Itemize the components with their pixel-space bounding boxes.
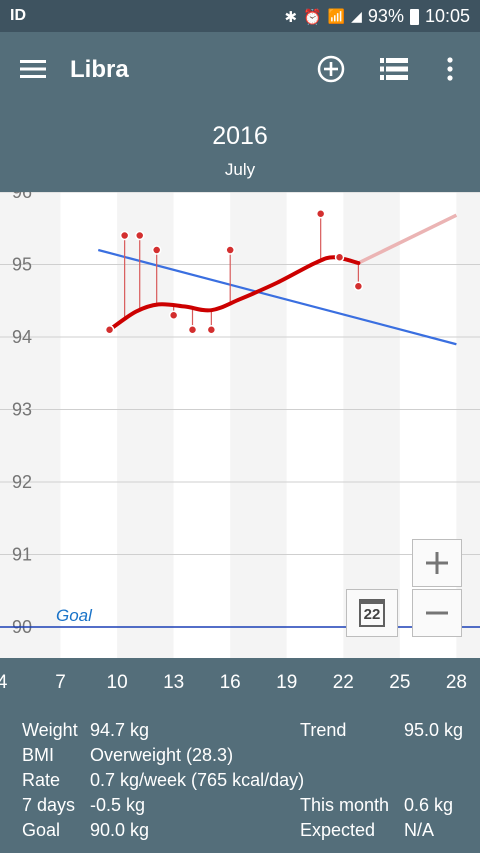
rate-label: Rate: [22, 770, 61, 790]
rate-value: 0.7 kg/week (765 kcal/day): [90, 770, 305, 790]
battery-icon: [409, 8, 419, 25]
x-tick-label: 10: [106, 672, 128, 693]
bmi-label: BMI: [22, 745, 55, 765]
x-tick-label: 4: [0, 672, 8, 693]
chart-band: [230, 192, 287, 658]
more-vert-icon[interactable]: [433, 52, 467, 86]
notification-icon: ID: [10, 7, 26, 24]
alarm-icon: ⏰: [303, 8, 322, 26]
x-tick-label: 22: [332, 672, 354, 693]
seven-days-value: -0.5 kg: [90, 795, 146, 815]
chart-band: [286, 192, 344, 658]
measurement-point: [334, 252, 345, 262]
battery-percent: 93%: [367, 6, 404, 26]
weight-label: Weight: [22, 720, 78, 740]
trend-value: 95.0 kg: [404, 720, 464, 740]
measurement-point: [104, 325, 115, 335]
y-tick-label: 92: [12, 472, 32, 492]
chart-band: [0, 192, 61, 658]
x-tick-label: 25: [389, 672, 411, 693]
seven-days-label: 7 days: [22, 795, 76, 815]
signal-icon: ◢: [351, 8, 362, 24]
clock: 10:05: [424, 6, 470, 26]
measurement-point: [225, 245, 235, 255]
measurement-point: [151, 245, 162, 255]
wifi-icon: 📶: [327, 8, 346, 24]
year-label: 2016: [212, 122, 268, 150]
x-tick-label: 28: [445, 672, 467, 693]
zoom-out-button[interactable]: [412, 589, 462, 637]
status-bar: ID ✱ ⏰ 📶 ◢ 93% 10:05: [0, 0, 480, 32]
calendar-day: 22: [363, 606, 381, 623]
weight-value: 94.7 kg: [90, 720, 150, 740]
x-tick-label: 13: [163, 672, 185, 693]
month-label: July: [224, 160, 256, 179]
measurement-point: [206, 325, 217, 335]
x-tick-label: 19: [276, 672, 298, 693]
this-month-label: This month: [300, 795, 390, 815]
stats-panel: Weight 94.7 kg Trend 95.0 kg BMI Overwei…: [0, 706, 480, 853]
x-axis: 4 7 10 13 16 19 22 25 28: [0, 658, 480, 706]
y-tick-label: 93: [12, 400, 32, 420]
y-tick-label: 91: [12, 545, 32, 565]
zoom-in-button[interactable]: [412, 539, 462, 587]
bluetooth-icon: ✱: [284, 8, 298, 26]
measurement-point: [187, 325, 198, 335]
y-tick-label: 94: [12, 327, 32, 347]
calendar-button[interactable]: 22: [346, 589, 398, 637]
period-header: 2016 July: [0, 106, 480, 192]
x-tick-label: 16: [219, 672, 241, 693]
status-icons: ✱ ⏰ 📶 ◢ 93% 10:05: [284, 6, 470, 27]
chart-band: [117, 192, 174, 658]
trend-line: [107, 255, 361, 332]
measurement-point: [168, 310, 179, 320]
chart-band: [456, 192, 480, 658]
list-icon[interactable]: [377, 52, 411, 86]
measurement-point: [119, 230, 130, 241]
bmi-value: Overweight (28.3): [90, 745, 234, 765]
x-tick-label: 7: [55, 672, 66, 693]
menu-icon[interactable]: [16, 52, 50, 86]
measurement-point: [315, 209, 326, 219]
trend-label: Trend: [300, 720, 347, 740]
expected-label: Expected: [300, 820, 376, 840]
y-tick-label: 95: [12, 255, 32, 275]
goal-label: Goal: [22, 820, 61, 840]
this-month-value: 0.6 kg: [404, 795, 454, 815]
weight-chart[interactable]: 96 95 94 93 92 91 90 Goal 22: [0, 192, 480, 658]
app-toolbar: Libra: [0, 32, 480, 106]
expected-value: N/A: [404, 820, 435, 840]
goal-value: 90.0 kg: [90, 820, 150, 840]
calendar-icon: 22: [359, 599, 385, 627]
trend-projection-line: [357, 213, 458, 265]
fit-line: [97, 248, 457, 346]
chart-band: [343, 192, 400, 658]
measurement-point: [134, 230, 145, 241]
y-tick-label: 96: [12, 192, 32, 202]
measurement-point: [353, 281, 364, 291]
chart-band: [173, 192, 231, 658]
app-title: Libra: [70, 56, 129, 83]
chart-band: [60, 192, 118, 658]
goal-label: Goal: [56, 606, 93, 625]
add-circle-icon[interactable]: [314, 52, 348, 86]
